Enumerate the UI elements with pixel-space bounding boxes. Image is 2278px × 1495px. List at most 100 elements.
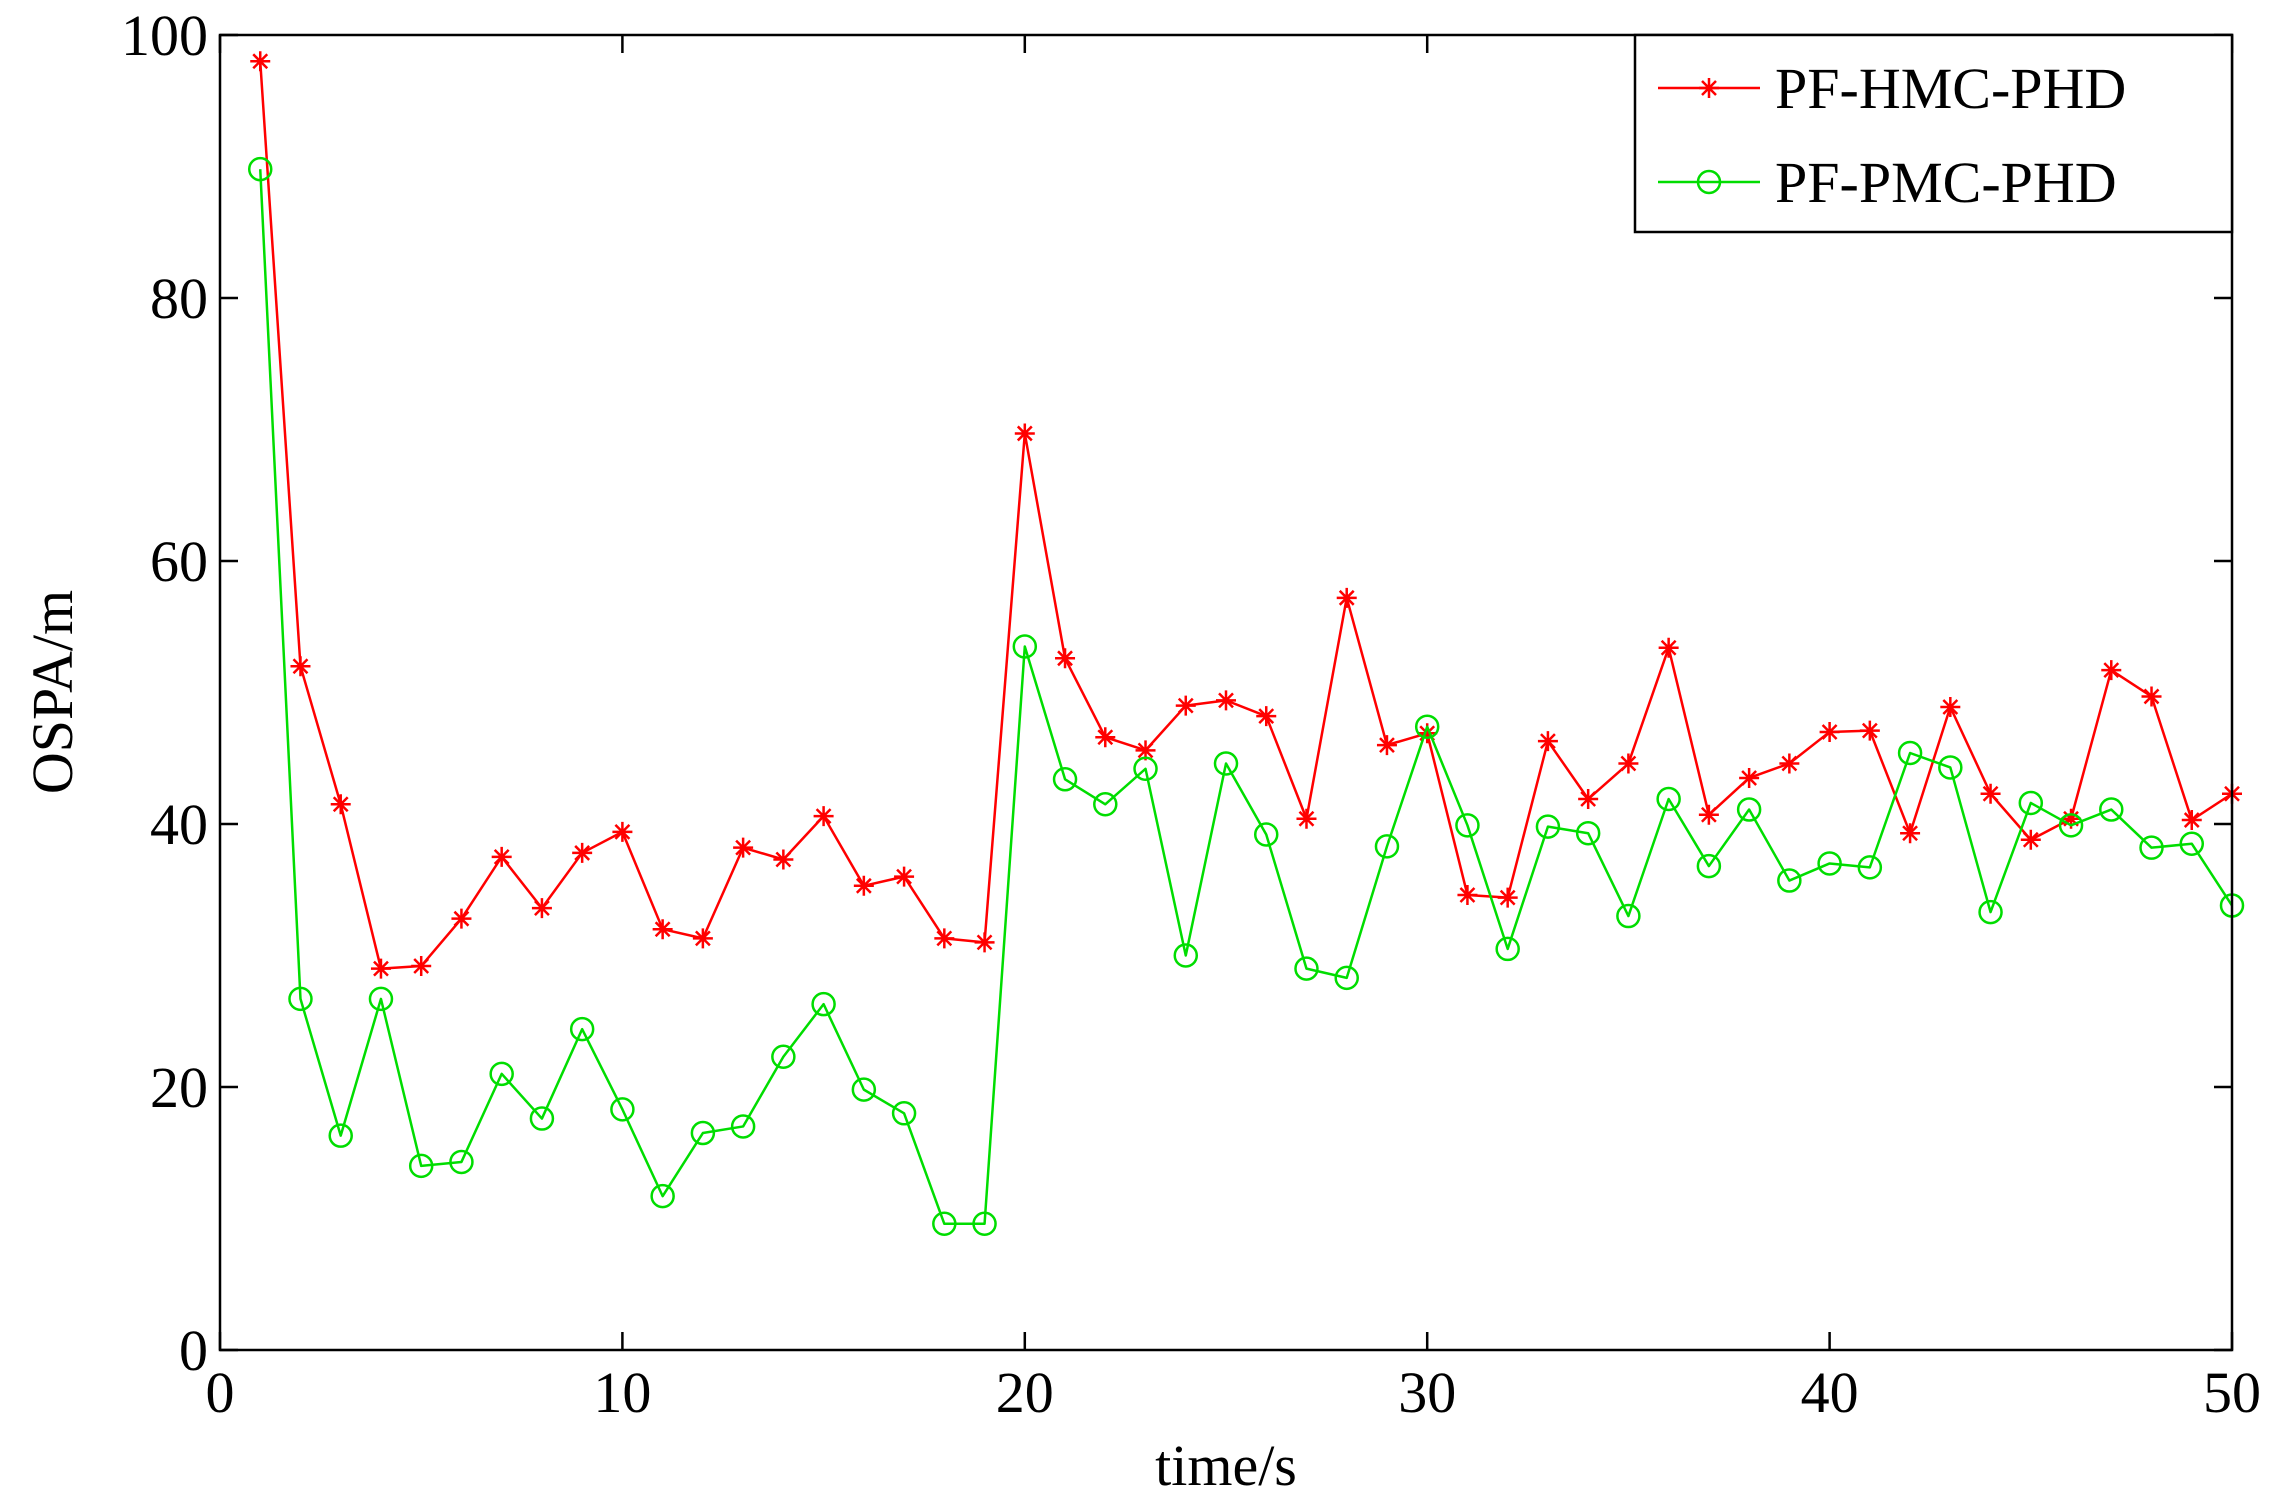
data-point	[569, 1016, 595, 1042]
data-point	[531, 898, 552, 919]
data-point	[972, 1211, 997, 1237]
data-point	[2061, 808, 2082, 829]
data-point	[1938, 755, 1963, 780]
legend-marker-symbol	[1696, 169, 1722, 195]
data-point	[368, 986, 394, 1012]
data-point	[771, 1044, 796, 1070]
data-point	[1334, 965, 1359, 991]
data-point	[1535, 814, 1561, 839]
data-point	[489, 1061, 514, 1087]
data-point	[1417, 723, 1438, 744]
data-point	[1374, 834, 1400, 859]
data-point	[1739, 767, 1760, 788]
x-tick-label: 0	[206, 1360, 235, 1425]
data-point	[1414, 714, 1440, 739]
data-point	[1497, 887, 1518, 908]
data-point	[1457, 885, 1478, 906]
data-point	[491, 846, 512, 867]
data-point	[932, 1211, 957, 1237]
x-tick-label: 10	[593, 1360, 651, 1425]
data-point	[1736, 797, 1762, 822]
legend-marker-hmc	[1699, 78, 1719, 98]
data-point	[612, 821, 633, 842]
data-point	[2139, 835, 2164, 860]
data-point	[773, 849, 794, 870]
data-point	[1256, 706, 1277, 727]
data-point	[2058, 813, 2084, 838]
data-point	[529, 1106, 555, 1131]
data-point	[1175, 695, 1196, 716]
data-point	[1294, 956, 1319, 981]
data-point	[1495, 936, 1520, 962]
data-point	[610, 1097, 635, 1122]
data-point	[1455, 813, 1480, 838]
data-point	[894, 866, 915, 887]
data-point	[1173, 943, 1199, 968]
y-axis-label: OSPA/m	[20, 590, 85, 794]
data-point	[408, 1153, 434, 1179]
legend-marker-symbol	[1699, 78, 1719, 98]
data-point	[1376, 735, 1397, 756]
y-tick-label: 20	[150, 1055, 208, 1120]
data-point	[328, 1123, 353, 1148]
data-point	[891, 1101, 917, 1126]
data-point	[853, 875, 874, 896]
data-point	[2181, 810, 2202, 831]
data-point	[813, 806, 834, 827]
data-point	[1696, 853, 1722, 879]
data-point	[1537, 731, 1558, 752]
data-point	[974, 932, 995, 953]
data-point	[1978, 899, 2003, 925]
data-point	[1940, 696, 1961, 717]
y-tick-label: 0	[179, 1318, 208, 1383]
plot-frame	[218, 33, 2234, 1352]
data-point	[1900, 823, 1921, 844]
data-point	[2141, 686, 2162, 707]
data-point	[1857, 855, 1883, 880]
data-point	[690, 1120, 716, 1146]
data-point	[2020, 829, 2041, 850]
data-point	[451, 908, 472, 929]
data-point	[290, 656, 311, 677]
x-tick-label: 40	[1801, 1360, 1859, 1425]
data-point	[1777, 868, 1802, 893]
data-point	[247, 156, 273, 182]
data-point	[1336, 587, 1357, 608]
data-point	[288, 986, 313, 1012]
y-tick-label: 80	[150, 266, 208, 331]
data-point	[1819, 721, 1840, 742]
data-point	[1095, 727, 1116, 748]
data-point	[2099, 797, 2124, 822]
data-point	[1817, 851, 1842, 876]
data-point	[650, 1183, 675, 1209]
data-point	[1213, 751, 1239, 776]
data-point	[1093, 792, 1118, 817]
data-point	[934, 928, 955, 949]
data-point	[1616, 903, 1641, 929]
data-point	[2179, 831, 2205, 856]
data-point	[1897, 740, 1923, 766]
data-point	[692, 928, 713, 949]
x-tick-label: 30	[1398, 1360, 1456, 1425]
x-tick-label: 20	[996, 1360, 1054, 1425]
data-point	[2101, 660, 2122, 681]
data-point	[1980, 783, 2001, 804]
data-point	[1014, 423, 1035, 444]
y-tick-label: 40	[150, 792, 208, 857]
data-point	[1698, 804, 1719, 825]
data-point	[1055, 648, 1076, 669]
legend-marker-pmc	[1696, 169, 1722, 195]
data-point	[733, 837, 754, 858]
data-point	[1135, 740, 1156, 761]
data-point	[1779, 753, 1800, 774]
y-tick-label: 60	[150, 529, 208, 594]
y-tick-label: 100	[121, 3, 208, 68]
data-point	[411, 956, 432, 977]
legend: PF-HMC-PHD PF-PMC-PHD	[1633, 33, 2234, 234]
legend-label-hmc: PF-HMC-PHD	[1775, 56, 2126, 121]
data-point	[1253, 822, 1279, 847]
data-point	[652, 919, 673, 940]
data-point	[1012, 634, 1038, 659]
data-point	[370, 958, 391, 979]
